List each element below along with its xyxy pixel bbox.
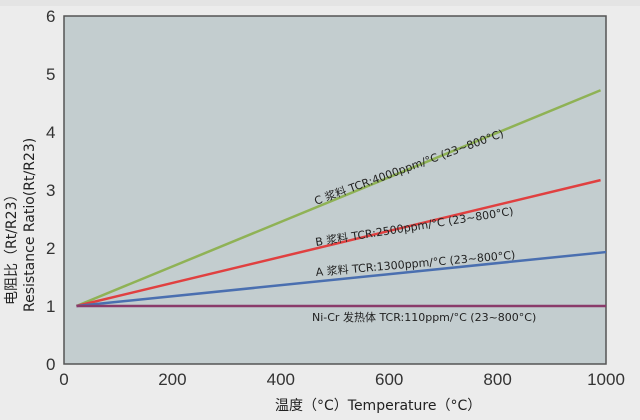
y-tick-label: 0 — [46, 355, 55, 374]
x-tick-label: 800 — [483, 370, 511, 389]
y-tick-label: 3 — [46, 181, 55, 200]
series-lines — [75, 89, 607, 308]
y-axis-label-cn: 电阻比（Rt/R23） — [4, 188, 20, 305]
x-axis-ticks: 0 200 400 600 800 1000 — [59, 370, 625, 389]
y-tick-label: 5 — [46, 65, 55, 84]
annotation-nicr-heater: Ni-Cr 发热体 TCR:110ppm/°C (23~800°C) — [312, 310, 536, 324]
x-axis-label: 温度（°C）Temperature（°C） — [275, 398, 481, 414]
series-line — [75, 89, 602, 308]
y-tick-label: 4 — [46, 123, 55, 142]
series-line — [76, 250, 607, 308]
y-tick-label: 2 — [46, 239, 55, 258]
y-axis-ticks: 0 1 2 3 4 5 6 — [46, 7, 55, 374]
series-line — [76, 178, 601, 308]
y-tick-label: 1 — [46, 297, 55, 316]
x-tick-label: 600 — [375, 370, 403, 389]
cropped-title-strip — [0, 0, 640, 6]
x-tick-label: 0 — [59, 370, 68, 389]
y-tick-label: 6 — [46, 7, 55, 26]
x-tick-label: 1000 — [587, 370, 625, 389]
x-tick-label: 400 — [267, 370, 295, 389]
y-axis-label-en: Resistance Ratio(Rt/R23) — [22, 138, 38, 312]
x-tick-label: 200 — [158, 370, 186, 389]
